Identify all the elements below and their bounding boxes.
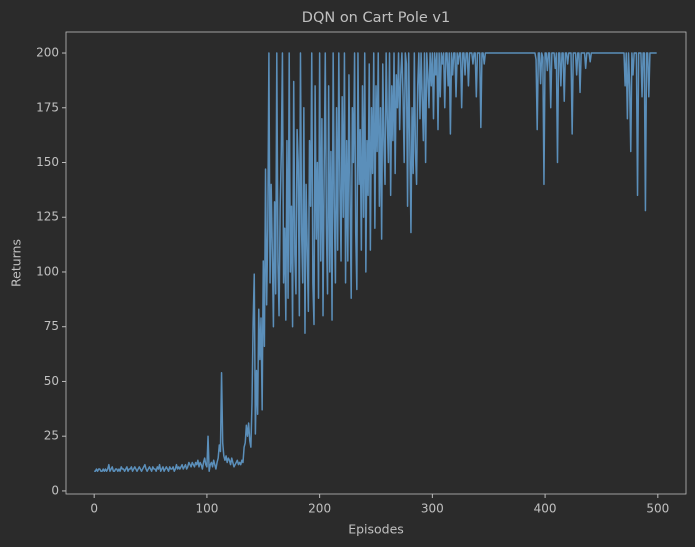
y-axis-label: Returns [9,239,24,287]
chart-title: DQN on Cart Pole v1 [302,10,450,26]
y-tick-label: 0 [51,483,59,497]
x-tick-label: 100 [195,502,218,516]
x-tick-label: 500 [646,502,669,516]
y-tick-label: 75 [44,319,59,333]
y-tick-label: 25 [44,429,59,443]
y-tick-label: 100 [36,264,59,278]
y-tick-label: 150 [36,155,59,169]
y-tick-label: 200 [36,46,59,60]
x-axis-label: Episodes [348,522,404,537]
data-line [94,52,657,472]
x-tick-label: 200 [308,502,331,516]
x-tick-label: 300 [421,502,444,516]
y-tick-label: 50 [44,374,59,388]
x-tick-label: 400 [534,502,557,516]
x-tick-label: 0 [90,502,98,516]
y-tick-label: 175 [36,100,59,114]
y-tick-label: 125 [36,210,59,224]
